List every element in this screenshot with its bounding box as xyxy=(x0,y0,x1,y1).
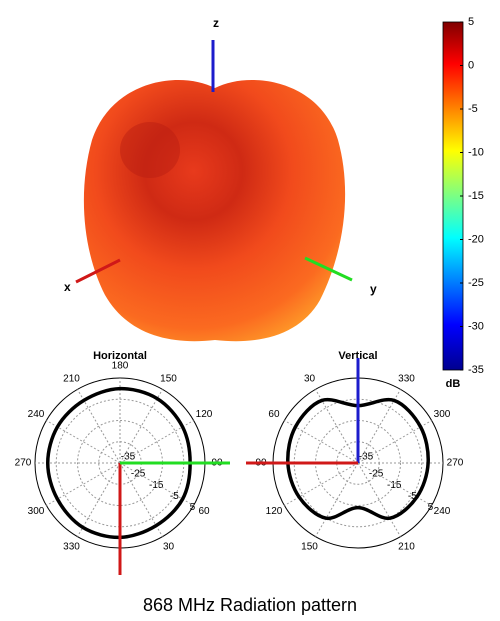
radiation-curve xyxy=(45,386,192,540)
polar-angle-label: 180 xyxy=(112,361,129,372)
colorbar-tick-label: -15 xyxy=(468,190,484,202)
colorbar-tick-label: 5 xyxy=(468,16,474,28)
colorbar-tick-label: 0 xyxy=(468,59,474,71)
polar-ring xyxy=(293,398,423,528)
axis-label: y xyxy=(370,282,377,296)
polar-angle-label: 270 xyxy=(15,458,32,469)
x-axis xyxy=(75,258,121,284)
axis-label: z xyxy=(213,16,219,30)
colorbar-label: dB xyxy=(446,378,461,390)
y-axis xyxy=(304,256,353,282)
colorbar-tick-label: -10 xyxy=(468,146,484,158)
polar-angle-label: 300 xyxy=(434,409,451,420)
polar-angle-label: 120 xyxy=(196,409,213,420)
polar-r-label: -25 xyxy=(369,469,384,480)
polar-angle-label: 150 xyxy=(301,542,318,553)
polar-angle-label: 240 xyxy=(434,506,451,517)
caption: 868 MHz Radiation pattern xyxy=(143,595,357,615)
polar-angle-label: 120 xyxy=(266,506,283,517)
pattern-3d-surface xyxy=(83,79,346,342)
polar-r-label: -15 xyxy=(387,480,402,491)
polar-r-label: -35 xyxy=(359,452,374,463)
colorbar-tick-label: -25 xyxy=(468,277,484,289)
colorbar-tick-label: -5 xyxy=(468,103,478,115)
polar-angle-label: 150 xyxy=(160,374,177,385)
polar-title: Vertical xyxy=(338,350,377,362)
axis-label: x xyxy=(64,280,71,294)
polar-angle-label: 270 xyxy=(447,458,464,469)
polar-angle-label: 30 xyxy=(163,542,175,553)
polar-angle-label: 240 xyxy=(28,409,45,420)
polar-r-label: 5 xyxy=(190,502,196,513)
polar-angle-label: 300 xyxy=(28,506,45,517)
polar-r-label: -15 xyxy=(149,480,164,491)
polar-angle-label: 210 xyxy=(398,542,415,553)
colorbar-tick-label: -30 xyxy=(468,320,484,332)
polar-r-label: 5 xyxy=(428,502,434,513)
polar-angle-label: 30 xyxy=(304,374,316,385)
polar-angle-label: 60 xyxy=(268,409,280,420)
polar-spoke xyxy=(284,462,359,506)
surface-shade xyxy=(120,122,180,178)
polar-r-label: -5 xyxy=(408,491,417,502)
polar-angle-label: 330 xyxy=(398,374,415,385)
polar-r-label: -35 xyxy=(121,452,136,463)
polar-r-label: -25 xyxy=(131,469,146,480)
polar-r-label: -5 xyxy=(170,491,179,502)
polar-spoke xyxy=(119,389,163,464)
polar-angle-label: 210 xyxy=(63,374,80,385)
radiation-curve xyxy=(286,397,430,521)
colorbar-tick-label: -20 xyxy=(468,233,484,245)
colorbar-tick-label: -35 xyxy=(468,364,484,376)
polar-angle-label: 330 xyxy=(63,542,80,553)
polar-title: Horizontal xyxy=(93,350,147,362)
polar-angle-label: 60 xyxy=(198,506,210,517)
